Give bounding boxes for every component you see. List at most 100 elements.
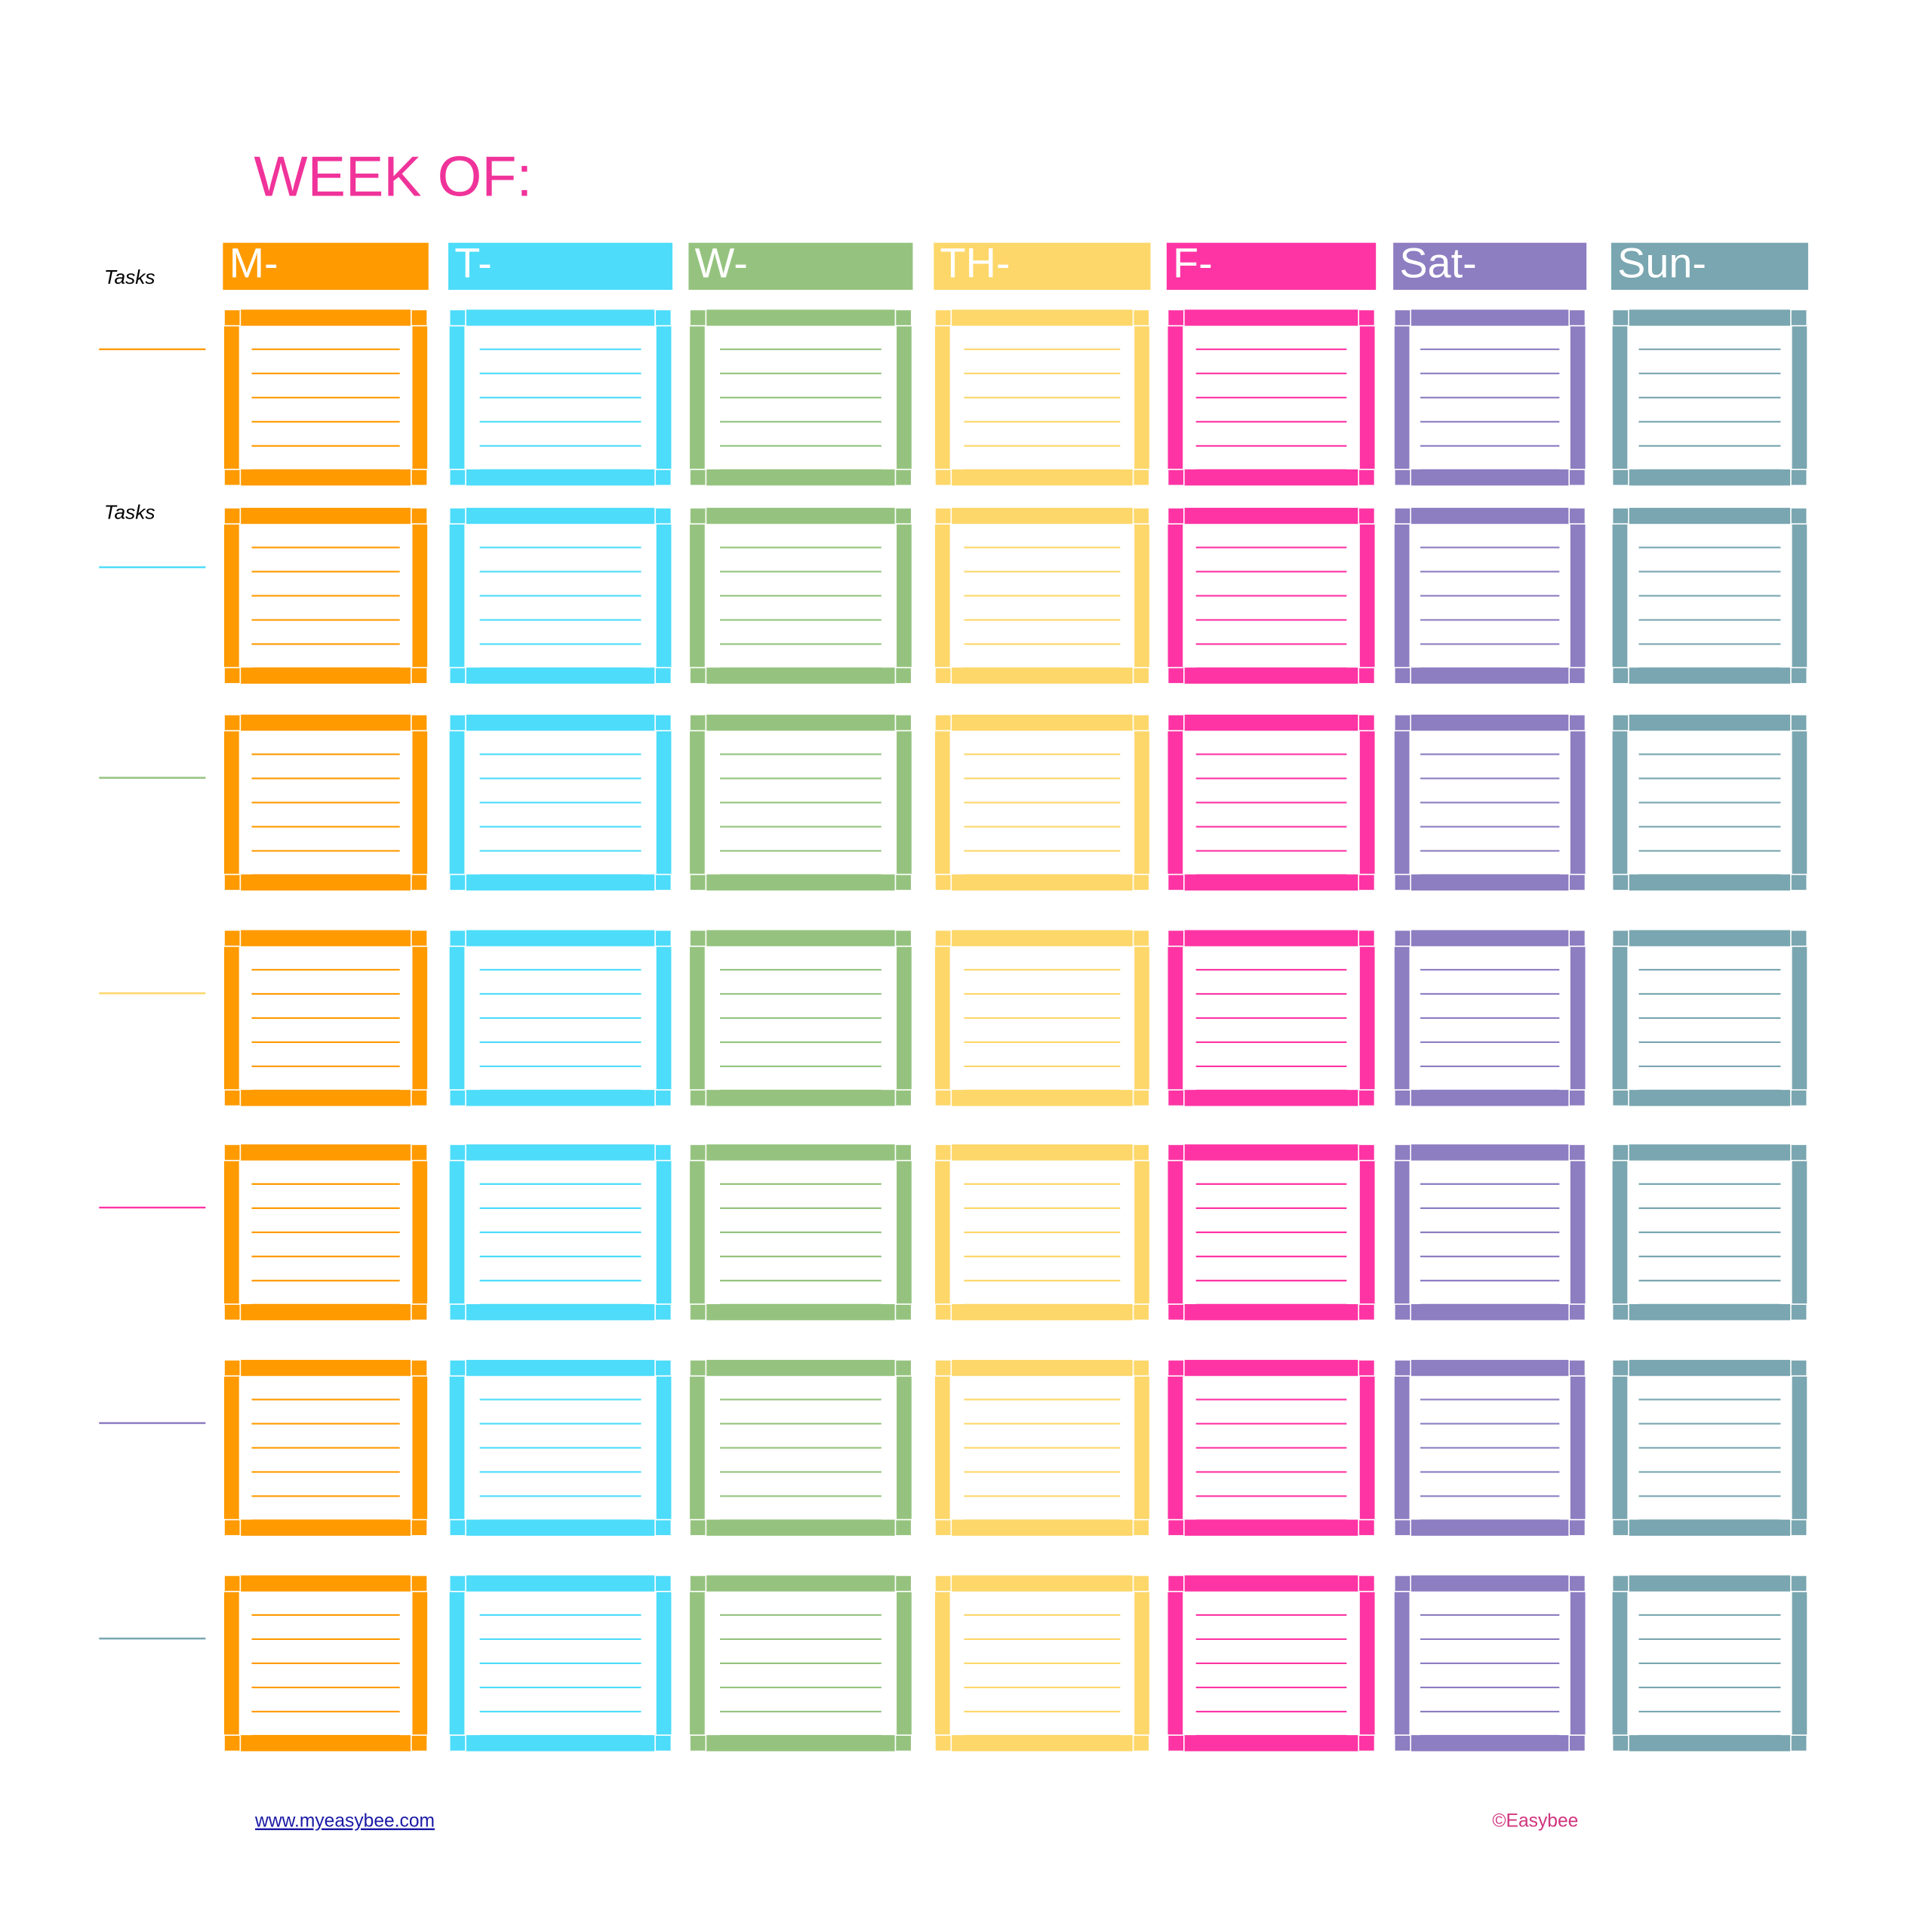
corner-notch: [654, 929, 672, 947]
corner-notch: [934, 1303, 952, 1321]
corner-notch: [411, 469, 428, 487]
corner-notch: [1167, 469, 1185, 487]
corner-notch: [448, 714, 466, 732]
corner-notch: [934, 714, 952, 732]
corner-notch: [1790, 873, 1808, 891]
day-label: Sat-: [1399, 239, 1476, 287]
corner-notch: [1611, 666, 1629, 685]
corner-notch: [934, 1143, 952, 1161]
corner-notch: [934, 469, 952, 487]
corner-notch: [1393, 1143, 1411, 1161]
corner-notch: [689, 1574, 707, 1592]
corner-notch: [1358, 1089, 1376, 1107]
corner-notch: [934, 873, 952, 891]
corner-notch: [654, 507, 672, 525]
corner-notch: [1132, 1089, 1150, 1107]
corner-notch: [1790, 1359, 1808, 1377]
corner-notch: [1393, 1303, 1411, 1321]
corner-notch: [1167, 1734, 1185, 1752]
corner-notch: [689, 1303, 707, 1321]
corner-notch: [1132, 1574, 1150, 1592]
corner-notch: [1358, 1518, 1376, 1537]
corner-notch: [1611, 1574, 1629, 1592]
corner-notch: [1568, 1143, 1586, 1161]
corner-notch: [448, 1089, 466, 1107]
corner-notch: [448, 666, 466, 685]
copyright: ©Easybee: [1492, 1811, 1578, 1832]
corner-notch: [1611, 929, 1629, 947]
corner-notch: [1611, 1734, 1629, 1752]
corner-notch: [1568, 1734, 1586, 1752]
corner-notch: [448, 1359, 466, 1377]
corner-notch: [1358, 929, 1376, 947]
corner-notch: [1167, 309, 1185, 327]
corner-notch: [894, 1734, 912, 1752]
corner-notch: [411, 1303, 428, 1321]
corner-notch: [1358, 1734, 1376, 1752]
day-label: TH-: [940, 239, 1011, 287]
corner-notch: [1132, 873, 1150, 891]
corner-notch: [448, 1143, 466, 1161]
corner-notch: [223, 929, 242, 947]
corner-notch: [411, 507, 428, 525]
corner-notch: [1568, 1359, 1586, 1377]
corner-notch: [689, 929, 707, 947]
corner-notch: [1393, 1574, 1411, 1592]
corner-notch: [1358, 507, 1376, 525]
corner-notch: [1358, 1359, 1376, 1377]
corner-notch: [1568, 929, 1586, 947]
corner-notch: [448, 929, 466, 947]
corner-notch: [1132, 666, 1150, 685]
corner-notch: [411, 929, 428, 947]
corner-notch: [1358, 309, 1376, 327]
row-label: Tasks: [104, 266, 155, 288]
corner-notch: [1568, 469, 1586, 487]
corner-notch: [223, 1734, 242, 1752]
day-header: [223, 242, 429, 291]
day-header: [1611, 242, 1808, 291]
corner-notch: [894, 309, 912, 327]
corner-notch: [1790, 929, 1808, 947]
corner-notch: [223, 1303, 242, 1321]
corner-notch: [689, 1143, 707, 1161]
corner-notch: [934, 929, 952, 947]
corner-notch: [1790, 469, 1808, 487]
corner-notch: [1568, 1303, 1586, 1321]
title: WEEK OF:: [254, 144, 532, 208]
website-link[interactable]: www.myeasybee.com: [254, 1811, 435, 1832]
corner-notch: [934, 1734, 952, 1752]
corner-notch: [448, 507, 466, 525]
corner-notch: [1167, 666, 1185, 685]
corner-notch: [1393, 714, 1411, 732]
corner-notch: [1167, 1303, 1185, 1321]
corner-notch: [1132, 507, 1150, 525]
corner-notch: [654, 1143, 672, 1161]
day-label: T-: [454, 239, 492, 287]
corner-notch: [1393, 1518, 1411, 1537]
corner-notch: [223, 873, 242, 891]
corner-notch: [1790, 1734, 1808, 1752]
day-header: [688, 242, 913, 291]
corner-notch: [1568, 873, 1586, 891]
corner-notch: [689, 714, 707, 732]
corner-notch: [1568, 507, 1586, 525]
corner-notch: [1393, 929, 1411, 947]
corner-notch: [1611, 1518, 1629, 1537]
corner-notch: [1358, 873, 1376, 891]
corner-notch: [934, 1359, 952, 1377]
corner-notch: [1393, 309, 1411, 327]
corner-notch: [1568, 309, 1586, 327]
corner-notch: [223, 1518, 242, 1537]
corner-notch: [934, 666, 952, 685]
corner-notch: [223, 507, 242, 525]
corner-notch: [448, 1574, 466, 1592]
corner-notch: [1611, 1359, 1629, 1377]
corner-notch: [1611, 309, 1629, 327]
corner-notch: [1358, 666, 1376, 685]
corner-notch: [894, 1518, 912, 1537]
corner-notch: [1393, 1089, 1411, 1107]
corner-notch: [1393, 1359, 1411, 1377]
corner-notch: [934, 507, 952, 525]
corner-notch: [934, 309, 952, 327]
